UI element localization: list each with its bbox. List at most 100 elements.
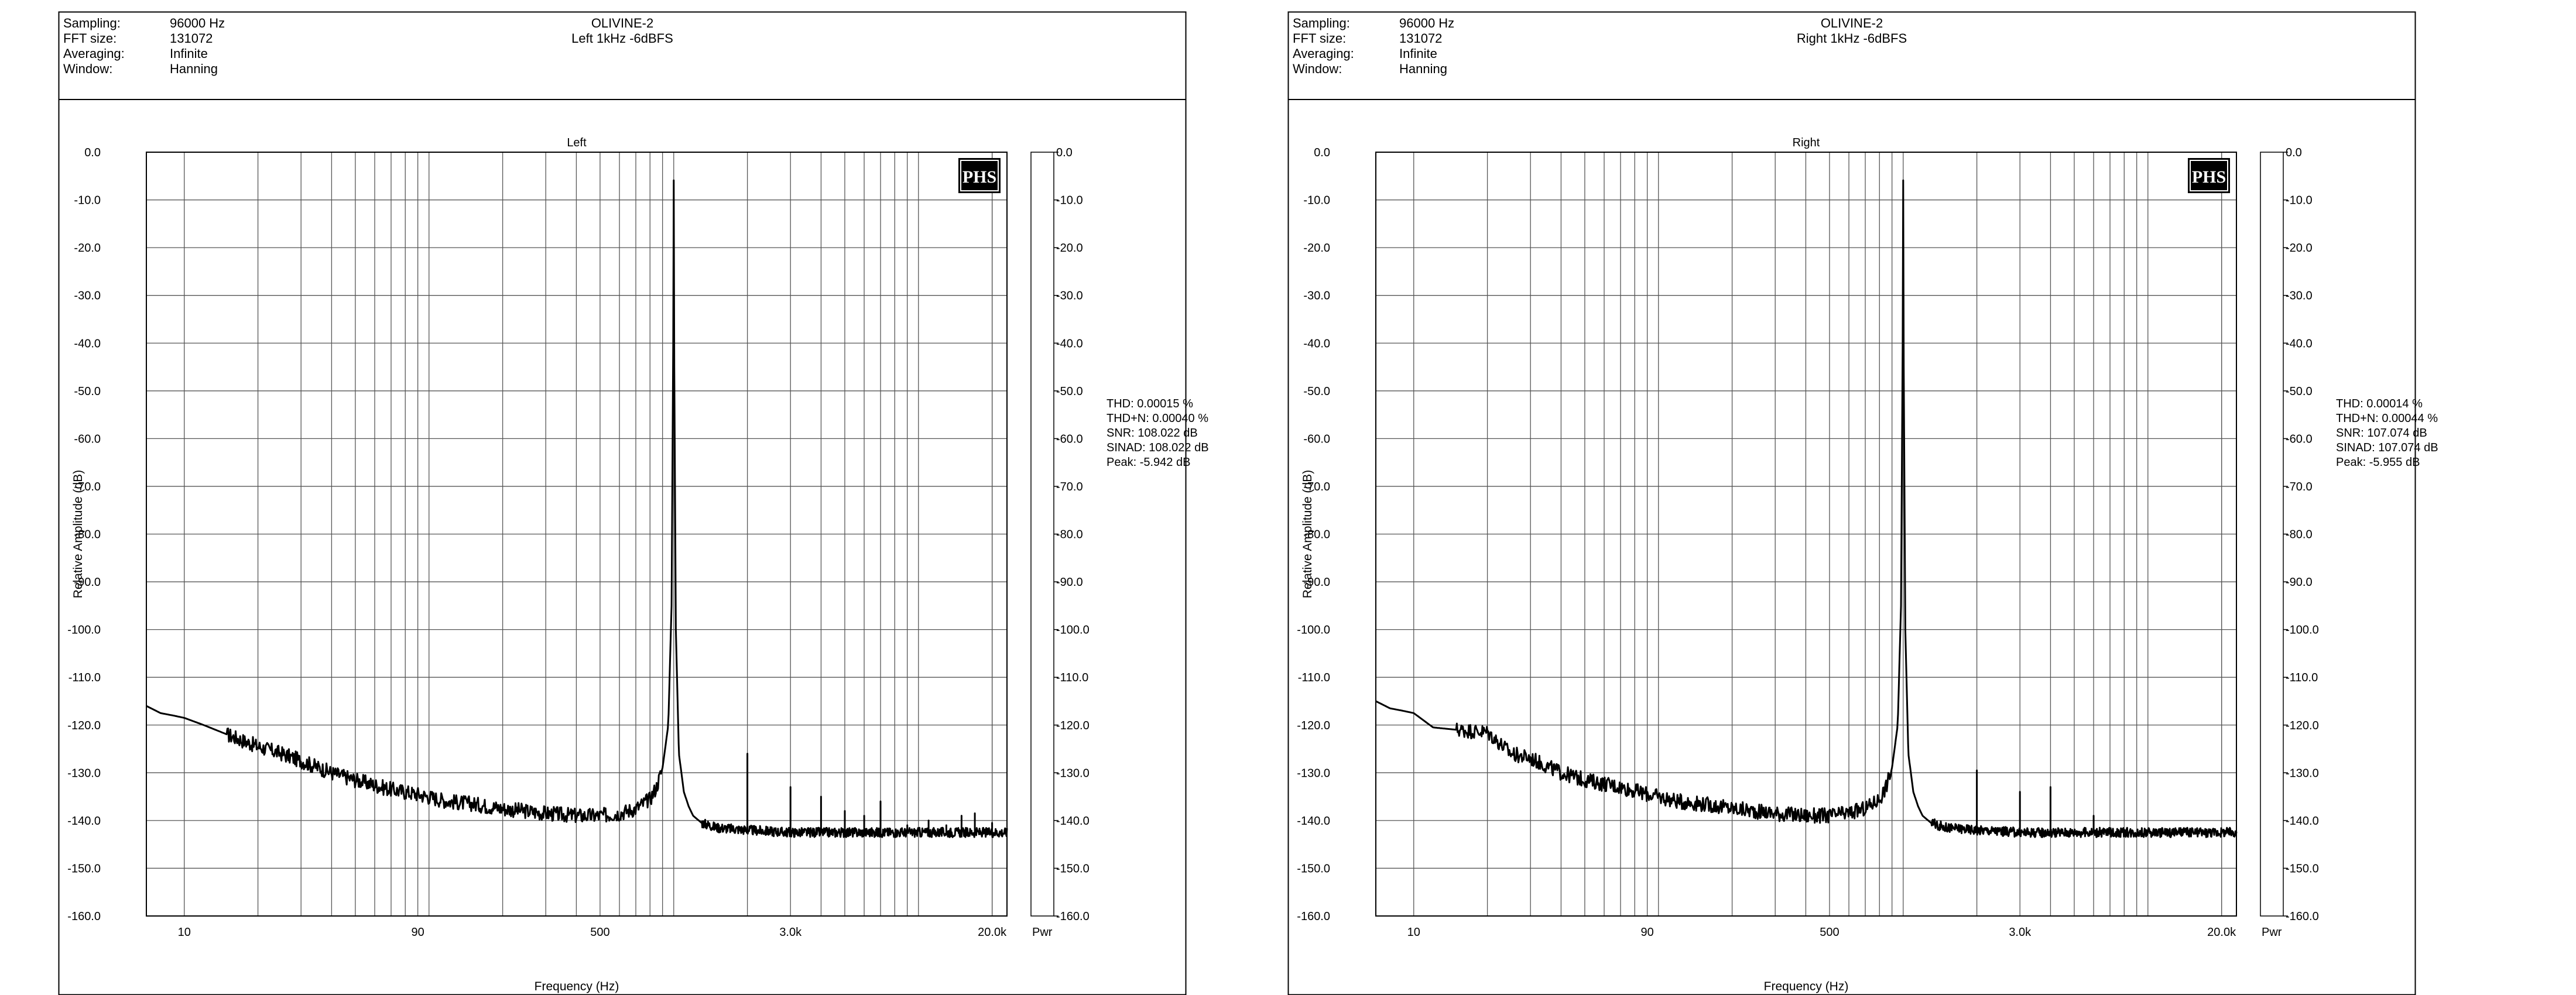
fft-panel-right: Sampling: 96000 Hz FFT size: 131072 Averagin… — [1287, 11, 2438, 995]
header-value: Hanning — [170, 61, 218, 76]
y-tick-label: -130.0 — [1297, 767, 1330, 780]
y-tick-label: -120.0 — [67, 719, 101, 732]
x-tick-label: 3.0k — [2009, 926, 2032, 939]
pwr-label: Pwr — [1032, 926, 1053, 939]
pwr-tick-label: -110.0 — [1056, 671, 1088, 684]
phs-logo-text: PHS — [962, 167, 996, 187]
header-value: 131072 — [170, 31, 213, 46]
y-tick-label: -50.0 — [1303, 385, 1330, 398]
pwr-tick-label: -110.0 — [2286, 671, 2318, 684]
pwr-tick-label: -90.0 — [2286, 576, 2313, 589]
stat-line: SNR: 108.022 dB — [1107, 427, 1198, 440]
x-tick-label: 20.0k — [2207, 926, 2236, 939]
x-axis-label: Frequency (Hz) — [1764, 980, 1849, 993]
pwr-tick-label: 0.0 — [2286, 146, 2302, 159]
y-axis-label: Relative Amplitude (dB) — [71, 470, 85, 598]
y-tick-label: -30.0 — [1303, 290, 1330, 303]
stat-line: Peak: -5.942 dB — [1107, 456, 1190, 469]
y-tick-label: -70.0 — [74, 481, 101, 493]
stat-line: SINAD: 107.074 dB — [2336, 441, 2438, 454]
phs-logo-box — [2188, 158, 2230, 193]
x-tick-label: 20.0k — [978, 926, 1007, 939]
pwr-tick-label: -10.0 — [1056, 194, 1083, 207]
y-tick-label: -140.0 — [1297, 815, 1330, 828]
header-value: Infinite — [170, 46, 208, 61]
spectrum-trace — [146, 179, 1008, 838]
header-label: Window: — [1293, 61, 1342, 76]
chart-title: OLIVINE-2 — [1821, 16, 1883, 30]
pwr-tick-label: -120.0 — [2286, 719, 2319, 732]
x-tick-label: 10 — [1407, 926, 1420, 939]
header-value: 131072 — [1399, 31, 1442, 46]
y-tick-label: -80.0 — [1303, 529, 1330, 541]
x-tick-label: 10 — [178, 926, 191, 939]
chart-subtitle: Left 1kHz -6dBFS — [571, 31, 673, 46]
pwr-tick-label: -40.0 — [1056, 337, 1083, 350]
x-tick-label: 500 — [1820, 926, 1839, 939]
y-tick-label: 0.0 — [84, 146, 101, 159]
header-label: Sampling: — [63, 16, 121, 30]
pwr-tick-label: -130.0 — [2286, 767, 2319, 780]
y-tick-label: -70.0 — [1303, 481, 1330, 493]
header-value: 96000 Hz — [1399, 16, 1454, 30]
pwr-tick-label: -120.0 — [1056, 719, 1090, 732]
plot-border — [146, 152, 1008, 917]
outer-frame — [58, 11, 1187, 995]
pwr-tick-label: -80.0 — [1056, 529, 1083, 541]
plot-title: Left — [567, 136, 587, 149]
pwr-meter — [1030, 152, 1054, 917]
header-label: Window: — [63, 61, 112, 76]
header-value: Hanning — [1399, 61, 1447, 76]
header-label: Averaging: — [63, 46, 125, 61]
stat-line: THD+N: 0.00040 % — [1107, 412, 1208, 425]
y-tick-label: -110.0 — [68, 671, 101, 684]
phs-logo-inner — [2190, 160, 2228, 191]
x-tick-label: 500 — [590, 926, 609, 939]
y-tick-label: -10.0 — [74, 194, 101, 207]
pwr-tick-label: -80.0 — [2286, 529, 2313, 541]
stat-line: THD: 0.00015 % — [1107, 397, 1193, 410]
phs-logo-inner — [960, 160, 999, 191]
phs-logo-box — [958, 158, 1001, 193]
pwr-meter — [2260, 152, 2284, 917]
pwr-tick-label: -100.0 — [1056, 624, 1090, 637]
pwr-tick-label: -40.0 — [2286, 337, 2313, 350]
pwr-tick-label: -140.0 — [1056, 815, 1090, 828]
pwr-tick-label: -30.0 — [1056, 290, 1083, 303]
y-tick-label: -60.0 — [74, 433, 101, 445]
x-tick-label: 90 — [412, 926, 424, 939]
chart-title: OLIVINE-2 — [591, 16, 653, 30]
pwr-tick-label: -20.0 — [2286, 242, 2313, 255]
x-tick-label: 90 — [1641, 926, 1654, 939]
y-tick-label: -100.0 — [67, 624, 101, 637]
stat-line: Peak: -5.955 dB — [2336, 456, 2420, 469]
pwr-tick-label: -130.0 — [1056, 767, 1090, 780]
stat-line: SINAD: 108.022 dB — [1107, 441, 1209, 454]
y-tick-label: -40.0 — [74, 337, 101, 350]
pwr-tick-label: -60.0 — [1056, 433, 1083, 445]
y-tick-label: 0.0 — [1314, 146, 1330, 159]
pwr-tick-label: -160.0 — [2286, 910, 2319, 923]
header-value: 96000 Hz — [170, 16, 225, 30]
pwr-tick-label: -20.0 — [1056, 242, 1083, 255]
y-tick-label: -20.0 — [1303, 242, 1330, 255]
y-tick-label: -80.0 — [74, 529, 101, 541]
pwr-tick-label: -100.0 — [2286, 624, 2319, 637]
header-label: FFT size: — [63, 31, 117, 46]
y-tick-label: -110.0 — [1298, 671, 1330, 684]
y-tick-label: -50.0 — [74, 385, 101, 398]
pwr-tick-label: -10.0 — [2286, 194, 2313, 207]
header-label: FFT size: — [1293, 31, 1346, 46]
pwr-tick-label: -150.0 — [1056, 862, 1090, 875]
x-axis-label: Frequency (Hz) — [535, 980, 619, 993]
y-tick-label: -20.0 — [74, 242, 101, 255]
plot-title: Right — [1793, 136, 1820, 149]
y-tick-label: -90.0 — [1303, 576, 1330, 589]
y-tick-label: -160.0 — [1297, 910, 1330, 923]
y-tick-label: -160.0 — [67, 910, 101, 923]
phs-logo-text: PHS — [2192, 167, 2226, 187]
y-tick-label: -30.0 — [74, 290, 101, 303]
y-tick-label: -90.0 — [74, 576, 101, 589]
y-tick-label: -130.0 — [67, 767, 101, 780]
stat-line: THD+N: 0.00044 % — [2336, 412, 2438, 425]
